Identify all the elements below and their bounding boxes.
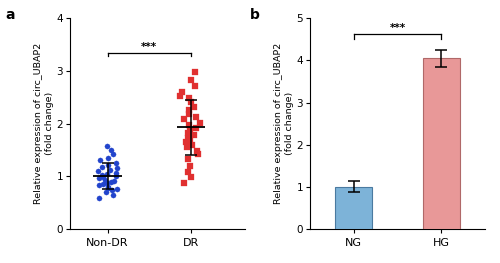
- Point: [112, 166, 120, 170]
- Bar: [423, 58, 460, 229]
- Bar: [336, 187, 372, 229]
- Point: [109, 193, 117, 197]
- Point: [186, 128, 194, 132]
- Point: [186, 164, 194, 168]
- Point: [184, 170, 192, 174]
- Point: [194, 152, 202, 156]
- Point: [188, 99, 196, 104]
- Point: [103, 144, 111, 148]
- Point: [176, 94, 184, 98]
- Point: [186, 138, 194, 143]
- Point: [102, 190, 110, 194]
- Point: [107, 180, 115, 184]
- Point: [190, 133, 198, 137]
- Point: [192, 149, 200, 153]
- Point: [184, 136, 192, 140]
- Point: [184, 157, 192, 161]
- Point: [107, 148, 115, 152]
- Point: [184, 131, 192, 135]
- Point: [98, 165, 106, 169]
- Text: a: a: [5, 8, 15, 22]
- Point: [180, 180, 188, 185]
- Point: [190, 105, 198, 109]
- Point: [95, 183, 103, 187]
- Point: [112, 174, 120, 178]
- Point: [108, 188, 116, 192]
- Text: ***: ***: [141, 42, 157, 52]
- Point: [185, 96, 193, 100]
- Point: [100, 175, 108, 179]
- Point: [101, 178, 109, 182]
- Y-axis label: Relative expression of circ_UBAP2
(fold change): Relative expression of circ_UBAP2 (fold …: [34, 43, 54, 204]
- Point: [99, 182, 107, 186]
- Point: [185, 108, 193, 113]
- Point: [192, 84, 200, 88]
- Point: [104, 163, 112, 167]
- Point: [186, 175, 194, 179]
- Point: [183, 145, 191, 149]
- Point: [112, 161, 120, 165]
- Y-axis label: Relative expression of circ_UBAP2
(fold change): Relative expression of circ_UBAP2 (fold …: [274, 43, 293, 204]
- Point: [113, 187, 121, 191]
- Point: [102, 171, 110, 176]
- Text: ***: ***: [390, 23, 406, 33]
- Point: [94, 169, 102, 173]
- Point: [104, 181, 112, 185]
- Point: [185, 123, 193, 127]
- Point: [182, 140, 190, 144]
- Point: [95, 196, 103, 200]
- Point: [196, 120, 203, 125]
- Point: [95, 176, 103, 180]
- Point: [112, 170, 120, 175]
- Point: [104, 186, 112, 190]
- Point: [191, 70, 199, 74]
- Point: [180, 117, 188, 122]
- Point: [106, 168, 114, 172]
- Point: [108, 152, 116, 156]
- Point: [185, 112, 193, 116]
- Point: [96, 158, 104, 163]
- Point: [188, 143, 196, 147]
- Point: [178, 90, 186, 94]
- Point: [110, 179, 118, 183]
- Point: [192, 126, 200, 130]
- Point: [104, 156, 112, 160]
- Point: [98, 173, 106, 177]
- Point: [192, 115, 200, 119]
- Point: [188, 78, 196, 83]
- Point: [104, 185, 112, 189]
- Text: b: b: [250, 8, 260, 22]
